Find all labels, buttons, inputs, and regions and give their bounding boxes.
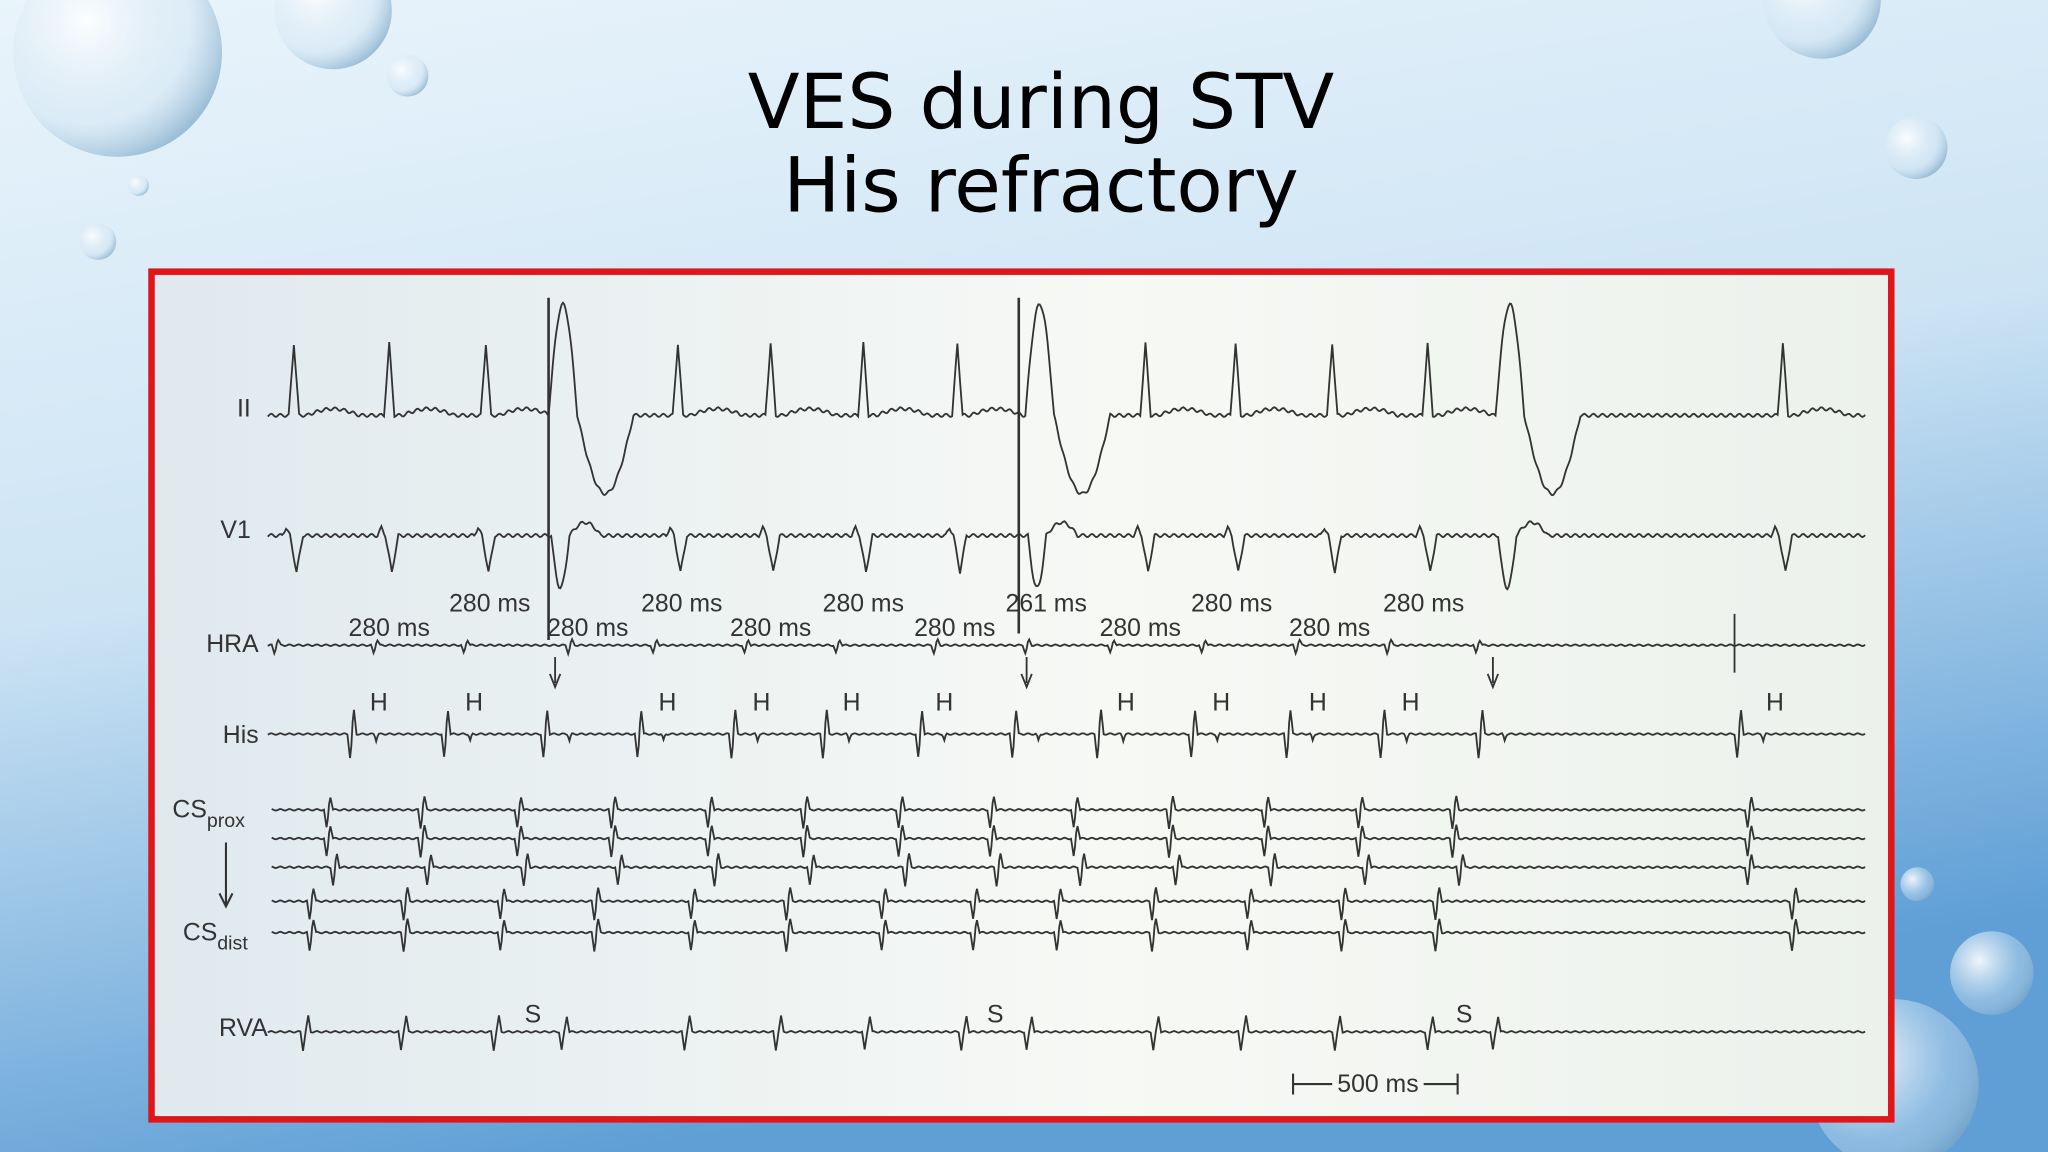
interval-label: 280 ms xyxy=(823,590,904,617)
ves-arrow xyxy=(549,656,562,690)
stim-marker: S xyxy=(525,1002,542,1029)
his-marker: H xyxy=(1402,690,1420,717)
interval-label: 280 ms xyxy=(1100,615,1181,642)
his-marker: H xyxy=(1212,690,1230,717)
title-line: VES during STV xyxy=(748,58,1335,146)
his-marker: H xyxy=(843,690,861,717)
interval-label: 280 ms xyxy=(547,615,628,642)
channel-label: RVA xyxy=(219,1015,268,1042)
his-marker: H xyxy=(370,690,388,717)
his-marker: H xyxy=(658,690,676,717)
interval-label: 280 ms xyxy=(349,615,430,642)
trace xyxy=(267,301,1866,497)
cs-arrow xyxy=(218,842,234,909)
his-marker: H xyxy=(465,690,483,717)
scale-bar-label: 500 ms xyxy=(1337,1071,1418,1098)
trace xyxy=(267,520,1866,591)
interval-label: 261 ms xyxy=(1006,590,1087,617)
trace xyxy=(267,636,1866,657)
channel-label: V1 xyxy=(220,517,250,544)
stim-marker: S xyxy=(1456,1002,1473,1029)
ves-arrow xyxy=(1020,656,1033,690)
his-marker: H xyxy=(1117,690,1135,717)
interval-label: 280 ms xyxy=(641,590,722,617)
title-line: His refractory xyxy=(783,142,1299,230)
tracing-frame xyxy=(148,268,1895,1123)
scale-bar xyxy=(1292,1073,1459,1095)
channel-sub: prox xyxy=(207,810,245,832)
stim-marker: S xyxy=(987,1002,1004,1029)
trace xyxy=(267,709,1866,759)
trace xyxy=(271,918,1866,952)
his-marker: H xyxy=(753,690,771,717)
interval-label: 280 ms xyxy=(914,615,995,642)
channel-sub: dist xyxy=(217,933,248,955)
channel-label: His xyxy=(223,722,259,749)
channel-main: CS xyxy=(172,797,206,824)
interval-label: 280 ms xyxy=(1289,615,1370,642)
his-marker: H xyxy=(1766,690,1784,717)
interval-label: 280 ms xyxy=(1191,590,1272,617)
his-marker: H xyxy=(935,690,953,717)
channel-label: CSdist xyxy=(183,919,248,954)
interval-label: 280 ms xyxy=(730,615,811,642)
interval-label: 280 ms xyxy=(1383,590,1464,617)
labels: II V1 HRA His CSprox CSdist RVA 500 ms 2… xyxy=(172,396,1784,1098)
trace xyxy=(271,853,1866,887)
channel-label: CSprox xyxy=(172,797,245,832)
trace xyxy=(271,824,1866,858)
trace xyxy=(271,887,1866,921)
ves-arrow xyxy=(1486,656,1499,690)
tracings xyxy=(267,297,1866,1052)
his-marker: H xyxy=(1309,690,1327,717)
channel-main: CS xyxy=(183,919,217,946)
interval-label: 280 ms xyxy=(449,590,530,617)
channel-label: II xyxy=(237,396,251,423)
trace xyxy=(267,1015,1866,1052)
channel-label: HRA xyxy=(206,631,259,658)
trace xyxy=(271,795,1866,829)
